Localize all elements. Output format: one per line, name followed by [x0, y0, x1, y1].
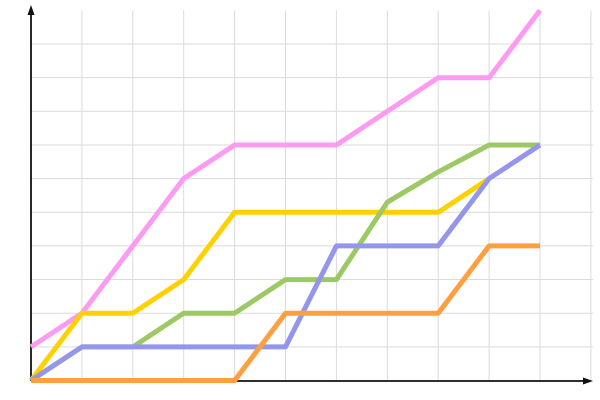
series-gold-line [29, 176, 491, 383]
x-axis-arrowhead [583, 377, 593, 385]
series-pink-line [29, 8, 542, 349]
series-periwinkle-line [29, 142, 542, 383]
series-orange-line [31, 243, 540, 383]
y-axis-arrowhead [27, 5, 35, 15]
